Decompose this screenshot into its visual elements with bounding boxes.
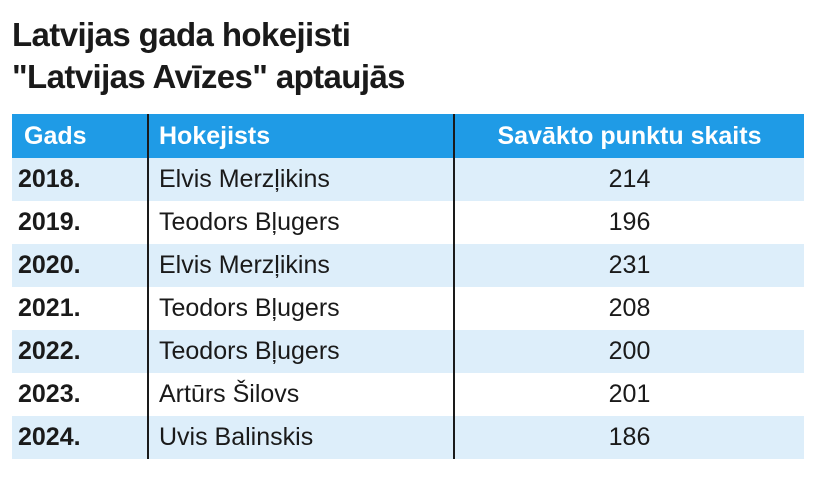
table-row: 2020. Elvis Merzļikins 231 [12,244,804,287]
cell-year: 2022. [12,330,148,373]
cell-player: Teodors Bļugers [147,201,454,244]
cell-year: 2020. [12,244,148,287]
cell-year: 2024. [12,416,148,459]
column-header-points: Savākto punktu skaits [453,114,804,158]
cell-points: 214 [453,158,804,201]
hockey-players-table: Gads Hokejists Savākto punktu skaits 201… [12,114,804,459]
cell-points: 201 [453,373,804,416]
table-row: 2024. Uvis Balinskis 186 [12,416,804,459]
cell-year: 2023. [12,373,148,416]
cell-player: Elvis Merzļikins [147,244,454,287]
cell-player: Teodors Bļugers [147,330,454,373]
cell-year: 2021. [12,287,148,330]
cell-points: 231 [453,244,804,287]
cell-points: 186 [453,416,804,459]
table-row: 2021. Teodors Bļugers 208 [12,287,804,330]
column-header-player: Hokejists [147,114,454,158]
cell-points: 208 [453,287,804,330]
table-row: 2019. Teodors Bļugers 196 [12,201,804,244]
cell-player: Teodors Bļugers [147,287,454,330]
table-row: 2022. Teodors Bļugers 200 [12,330,804,373]
title-line-1: Latvijas gada hokejisti [12,16,351,53]
cell-points: 200 [453,330,804,373]
table-header-row: Gads Hokejists Savākto punktu skaits [12,114,804,158]
table-row: 2023. Artūrs Šilovs 201 [12,373,804,416]
cell-player: Elvis Merzļikins [147,158,454,201]
cell-player: Uvis Balinskis [147,416,454,459]
column-header-year: Gads [12,114,148,158]
cell-year: 2019. [12,201,148,244]
table-row: 2018. Elvis Merzļikins 214 [12,158,804,201]
cell-player: Artūrs Šilovs [147,373,454,416]
page-title: Latvijas gada hokejisti "Latvijas Avīzes… [12,14,802,98]
title-line-2: "Latvijas Avīzes" aptaujās [12,58,406,95]
cell-points: 196 [453,201,804,244]
cell-year: 2018. [12,158,148,201]
